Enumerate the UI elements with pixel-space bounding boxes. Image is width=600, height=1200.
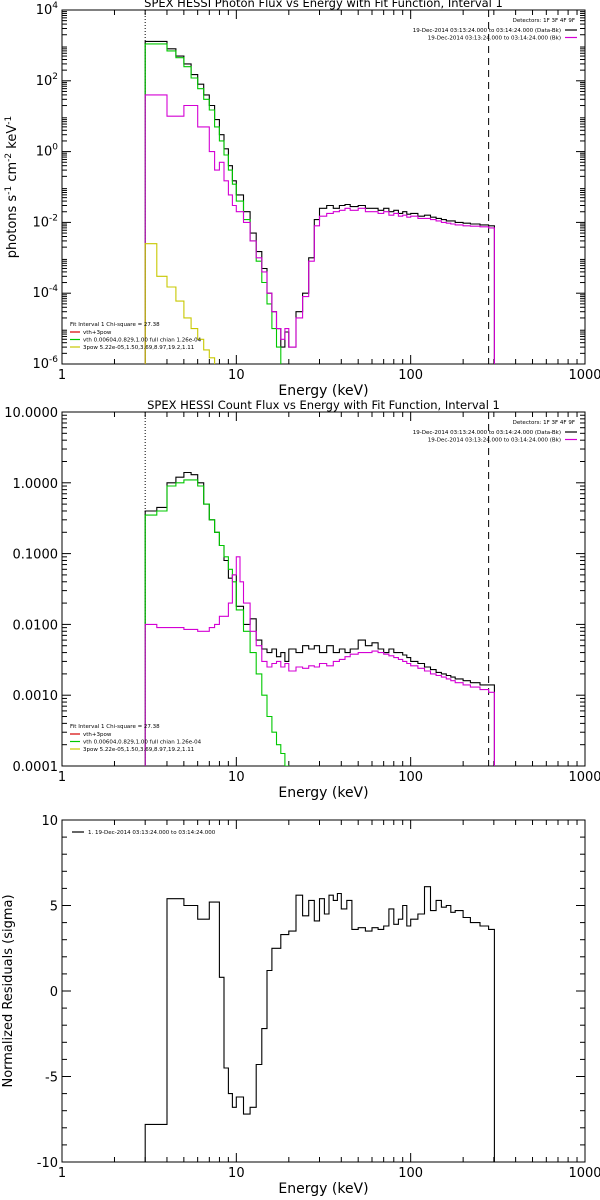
- series-line-2: [144, 94, 495, 364]
- y-tick-base: 10: [36, 74, 53, 89]
- y-tick-base: 10: [36, 145, 53, 160]
- y-tick-label: -10: [37, 1156, 58, 1171]
- series-group: [144, 886, 495, 1162]
- y-tick-label: 10-4: [32, 284, 58, 301]
- y-axis-label: Normalized Residuals (sigma): [1, 894, 16, 1087]
- count-flux-panel: SPEX HESSI Count Flux vs Energy with Fit…: [4, 398, 600, 801]
- y-tick-base: 10: [32, 286, 49, 301]
- x-tick-label: 1000: [568, 368, 600, 383]
- residuals-panel: 1 10 100 1000 -10 -5 0 5 10 Energy (keV) Normalize…: [1, 814, 600, 1197]
- y-tick-base: 10: [32, 215, 49, 230]
- x-tick-label: 10: [228, 770, 245, 785]
- y-tick-label: 102: [36, 72, 58, 89]
- x-axis-label: Energy (keV): [278, 383, 368, 399]
- y-tick-label: 0.0100: [13, 618, 59, 633]
- y-tick-label: 10.0000: [4, 406, 58, 421]
- x-tick-label: 1: [58, 368, 66, 383]
- y-label-part: photons s: [5, 195, 20, 259]
- series-line-0: [144, 40, 495, 364]
- y-label-exponent: -1: [4, 186, 14, 195]
- y-axis-label: photons s-1 cm-2 keV-1: [4, 116, 20, 258]
- chart-title: SPEX HESSI Photon Flux vs Energy with Fi…: [144, 0, 503, 10]
- plot-frame: [61, 819, 586, 1163]
- y-tick-label: 5: [50, 900, 58, 915]
- series-line-3: [144, 243, 226, 364]
- y-tick-exponent: 4: [52, 1, 58, 11]
- y-label-exponent: -2: [4, 153, 14, 162]
- x-tick-label: 100: [398, 770, 423, 785]
- legend-entry-label: 19-Dec-2014 03:13:24.000 to 03:14:24.000…: [413, 430, 561, 436]
- y-tick-base: 10: [32, 357, 49, 372]
- photon-flux-panel: SPEX HESSI Photon Flux vs Energy with Fi…: [4, 0, 600, 399]
- y-tick-exponent: 2: [52, 72, 58, 82]
- y-tick-label: 104: [36, 1, 59, 18]
- x-axis-label: Energy (keV): [278, 1181, 368, 1197]
- plot-frame: [61, 9, 586, 365]
- fit-legend-label: vth+3pow: [83, 330, 112, 336]
- plot-frame: [61, 411, 586, 767]
- y-label-part: cm: [5, 162, 20, 186]
- x-tick-label: 100: [398, 368, 423, 383]
- y-tick-label: 100: [36, 143, 59, 160]
- series-line-1: [144, 43, 288, 364]
- y-tick-label: 10-6: [32, 355, 58, 372]
- y-tick-label: 0.0010: [13, 689, 59, 704]
- series-line-0: [144, 471, 495, 766]
- y-tick-base: 10: [36, 3, 53, 18]
- legend-header: Detectors: 1F 3F 4F 9F: [513, 420, 575, 426]
- y-tick-label: 10-2: [32, 213, 58, 230]
- fit-legend-header: Fit Interval 1 Chi-square = 27.38: [70, 322, 160, 328]
- series-line-0: [144, 886, 495, 1162]
- fit-legend-label: vth 0.00604,0.829,1.00 full chian 1.26e-…: [83, 338, 202, 344]
- series-line-2: [144, 556, 495, 766]
- fit-legend-label: 3pow 5.22e-05,1.50,3.69,8.97,19.2,1.11: [83, 747, 194, 753]
- y-tick-exponent: 0: [52, 143, 58, 153]
- x-tick-label: 100: [398, 1166, 423, 1181]
- x-tick-label: 1: [58, 770, 66, 785]
- y-tick-label: 0: [50, 985, 58, 1000]
- fit-legend-header: Fit Interval 1 Chi-square = 27.38: [70, 724, 160, 730]
- y-label-exponent: -1: [4, 116, 14, 125]
- series-group: [144, 40, 495, 364]
- x-tick-label: 10: [228, 1166, 245, 1181]
- x-tick-label: 1000: [568, 1166, 600, 1181]
- chart-title: SPEX HESSI Count Flux vs Energy with Fit…: [147, 398, 500, 412]
- y-tick-label: 0.0001: [13, 760, 59, 775]
- y-tick-label: 0.1000: [13, 548, 59, 563]
- y-tick-label: -5: [45, 1071, 58, 1086]
- x-tick-label: 1000: [568, 770, 600, 785]
- series-line-1: [144, 479, 296, 766]
- y-tick-exponent: -4: [49, 284, 58, 294]
- legend-entry-label: 1. 19-Dec-2014 03:13:24.000 to 03:14:24.…: [88, 830, 216, 836]
- y-tick-label: 1.0000: [13, 477, 59, 492]
- fit-legend-label: vth 0.00604,0.829,1.00 full chian 1.26e-…: [83, 740, 202, 746]
- fit-legend-label: 3pow 5.22e-05,1.50,3.69,8.97,19.2,1.11: [83, 345, 194, 351]
- y-tick-exponent: -2: [49, 213, 58, 223]
- legend-entry-label: 19-Dec-2014 03:13:24.000 to 03:14:24.000…: [428, 438, 561, 444]
- legend-entry-label: 19-Dec-2014 03:13:24.000 to 03:14:24.000…: [428, 36, 561, 42]
- y-tick-label: 10: [41, 814, 58, 829]
- y-label-part: keV: [5, 125, 20, 153]
- legend-header: Detectors: 1F 3F 4F 9F: [513, 18, 575, 24]
- x-tick-label: 1: [58, 1166, 66, 1181]
- x-axis-label: Energy (keV): [278, 785, 368, 801]
- series-group: [144, 471, 495, 766]
- fit-legend-label: vth+3pow: [83, 732, 112, 738]
- legend-entry-label: 19-Dec-2014 03:13:24.000 to 03:14:24.000…: [413, 28, 561, 34]
- x-tick-label: 10: [228, 368, 245, 383]
- y-tick-exponent: -6: [49, 355, 58, 365]
